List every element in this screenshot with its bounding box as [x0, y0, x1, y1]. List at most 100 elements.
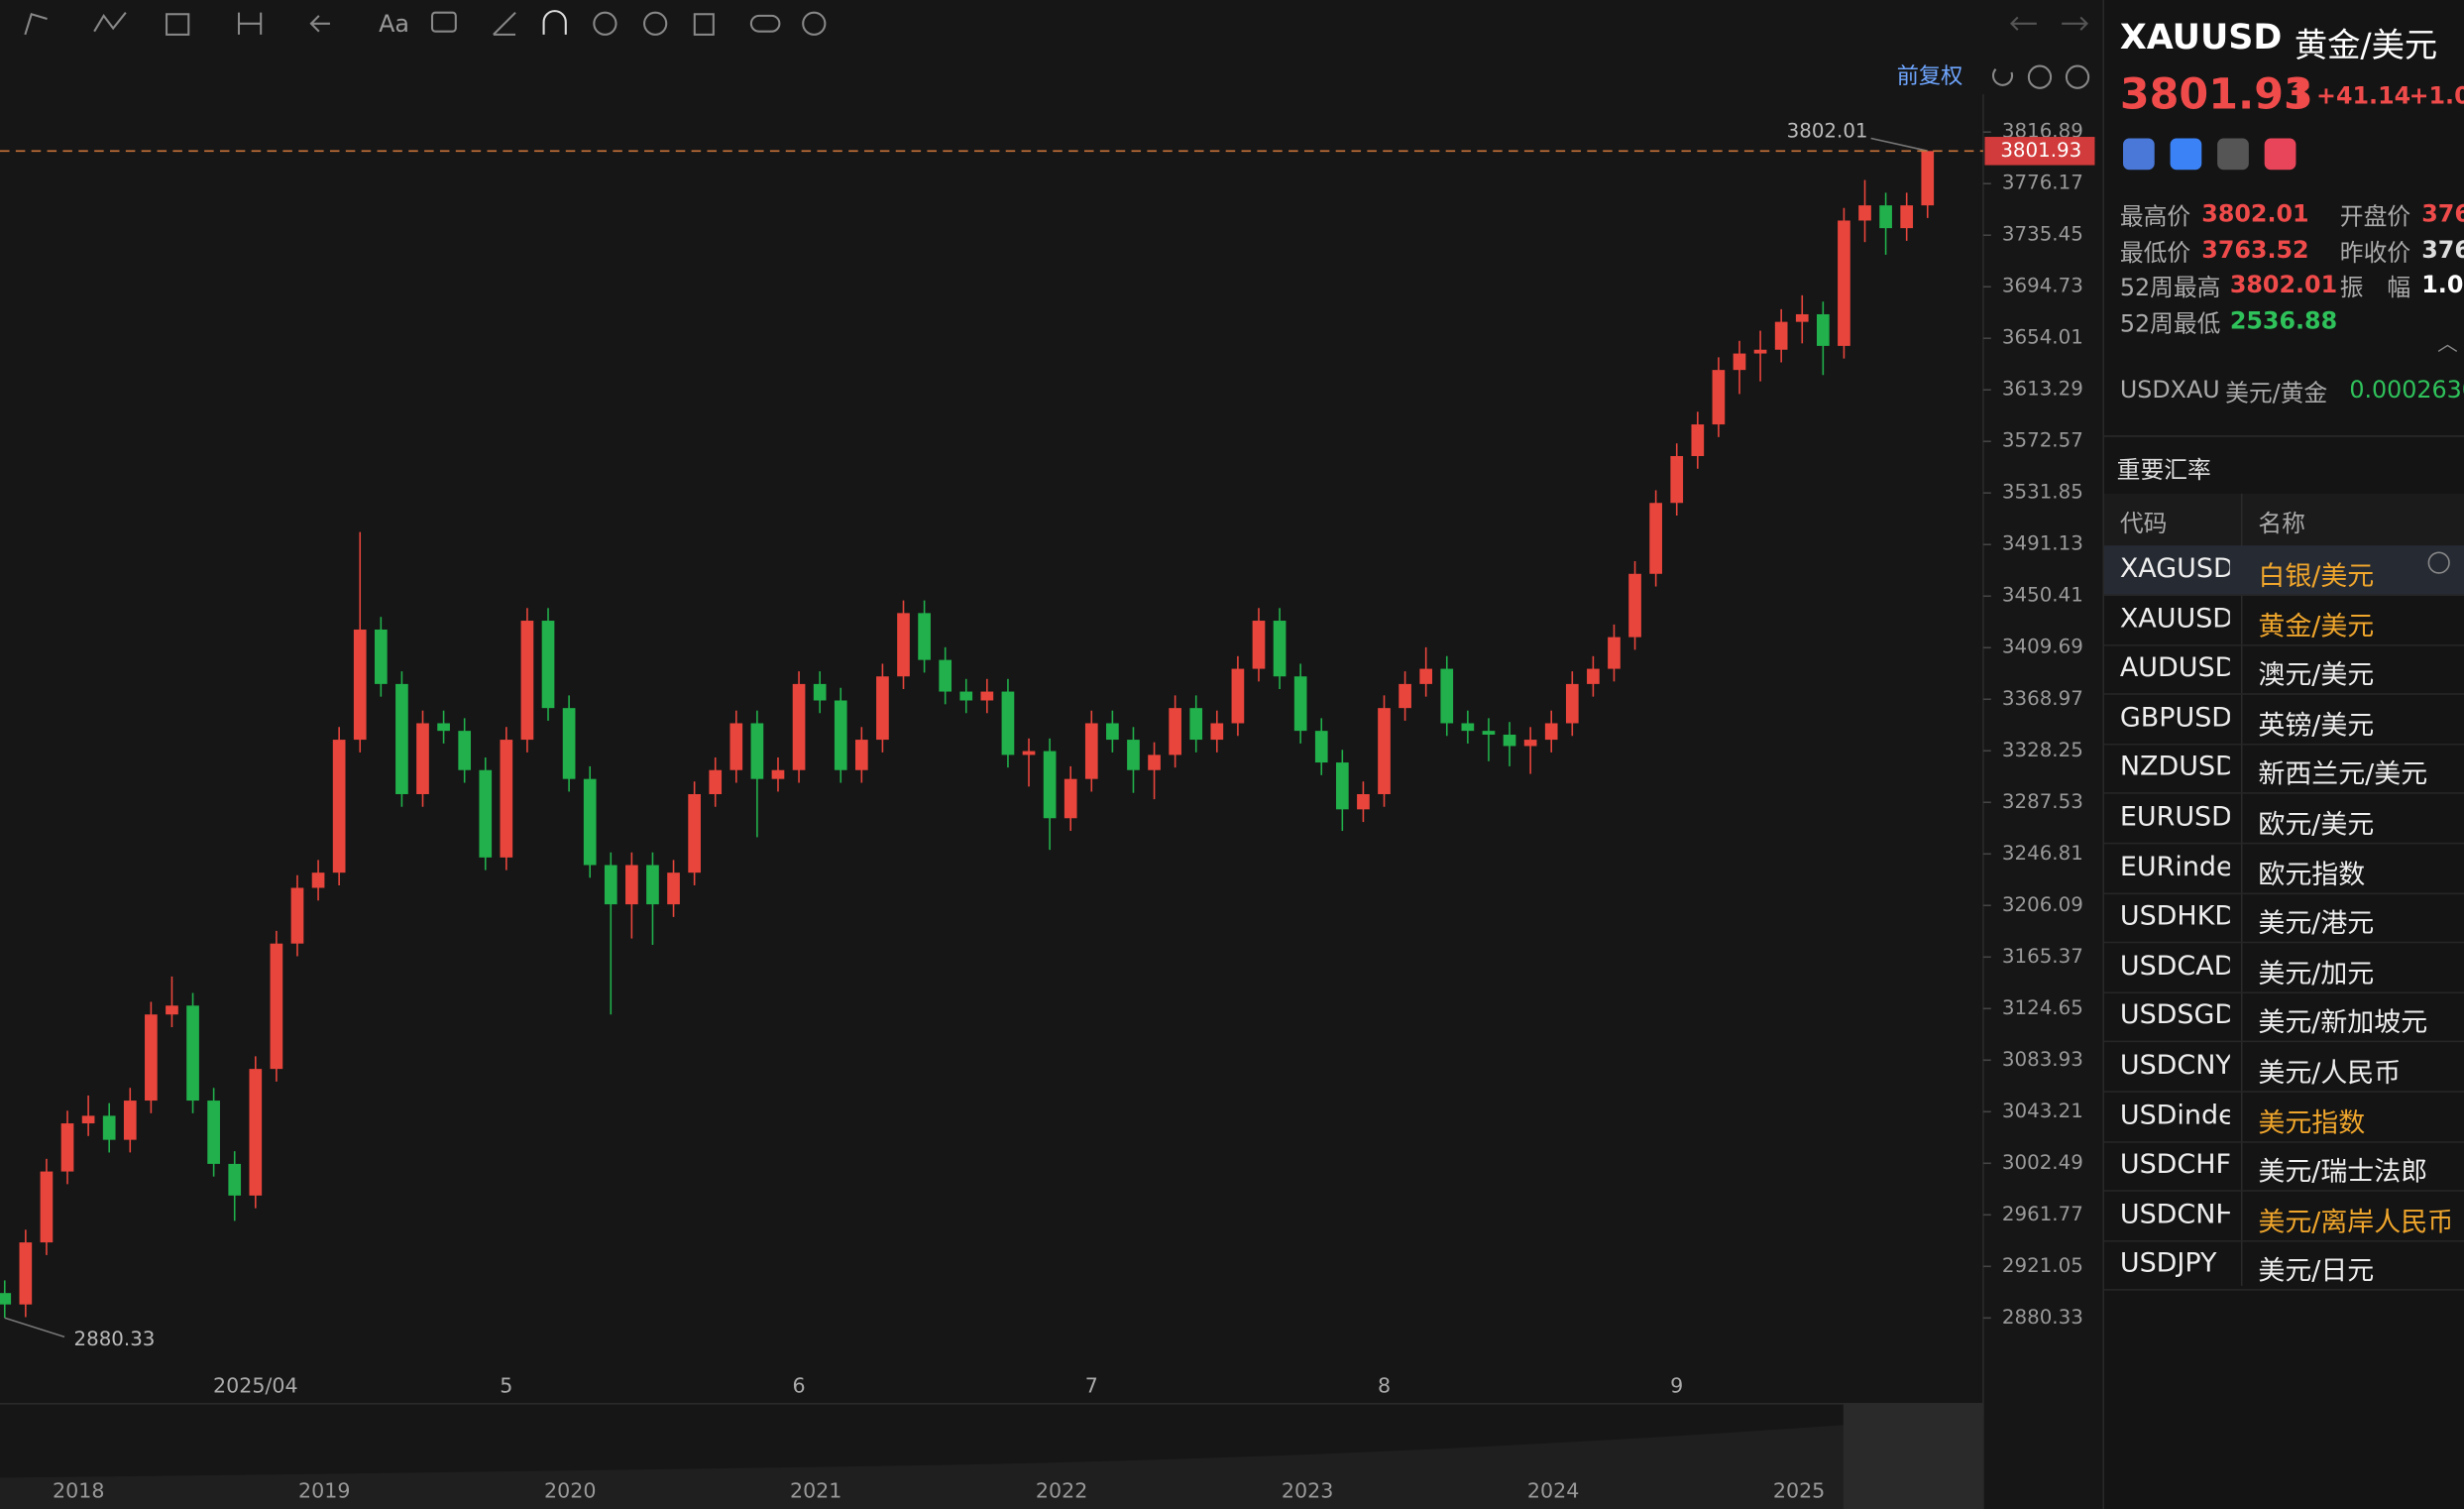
rate-code[interactable]: USDSGD	[2119, 999, 2230, 1032]
rate-name[interactable]: 美元/加元	[2258, 958, 2375, 990]
rate-name[interactable]: 英镑/美元	[2258, 710, 2375, 743]
rate-name[interactable]: 美元/离岸人民币	[2258, 1207, 2450, 1239]
rate-row[interactable]	[2103, 1141, 2464, 1193]
candle-body	[1649, 503, 1662, 574]
rate-row[interactable]	[2103, 745, 2464, 795]
candle-body	[1106, 723, 1119, 741]
rate-row[interactable]	[2103, 1042, 2464, 1093]
reset[interactable]	[1991, 68, 2014, 86]
stat-value: 3802.01	[2229, 270, 2338, 299]
adjust-label[interactable]: 前复权	[1897, 63, 1963, 89]
related-name[interactable]: 美元/黄金	[2225, 379, 2328, 407]
tool-icon[interactable]	[24, 12, 48, 36]
rate-row[interactable]	[2103, 943, 2464, 993]
collapse[interactable]: ︿	[2437, 333, 2458, 357]
rate-name[interactable]: 美元/瑞士法郎	[2258, 1157, 2428, 1189]
y-tick-label: 2921.05	[2002, 1254, 2083, 1277]
navigator-year: 2024	[1527, 1479, 1579, 1503]
candle-body	[918, 613, 931, 660]
tool-icon[interactable]	[493, 11, 516, 36]
divider	[2103, 435, 2464, 437]
rate-name[interactable]: 美元/人民币	[2258, 1058, 2402, 1090]
rate-code[interactable]: USDCNH	[2119, 1199, 2230, 1231]
navigator-window[interactable]	[1843, 1403, 1983, 1509]
rate-row[interactable]	[2103, 694, 2464, 746]
y-tick-label: 2880.33	[2002, 1306, 2083, 1329]
rate-row[interactable]	[2103, 545, 2464, 596]
rate-name[interactable]: 欧元指数	[2258, 859, 2366, 891]
rate-name[interactable]: 新西兰元/美元	[2258, 759, 2428, 792]
rate-name[interactable]: 黄金/美元	[2258, 611, 2375, 642]
related-value[interactable]: 0.0002630	[2349, 375, 2464, 405]
price: 3801.93	[2119, 70, 2313, 120]
tool-icon[interactable]	[693, 13, 715, 36]
rate-code[interactable]: GBPUSD	[2119, 702, 2230, 735]
navigator-year: 2019	[298, 1479, 350, 1503]
rate-code[interactable]: USDCAD	[2119, 950, 2230, 983]
watch-icon[interactable]	[2427, 551, 2450, 574]
rate-name[interactable]: 欧元/美元	[2258, 809, 2375, 842]
tool-icon[interactable]	[643, 11, 668, 36]
rate-code[interactable]: XAUUSD	[2119, 603, 2230, 635]
zoom-out[interactable]	[2027, 64, 2053, 89]
candle-body	[1314, 731, 1328, 763]
rate-code[interactable]: USDindex	[2119, 1100, 2230, 1131]
quote-icon[interactable]	[2217, 138, 2249, 171]
rate-name[interactable]: 美元/新加坡元	[2258, 1007, 2428, 1040]
rate-code[interactable]: USDHKD	[2119, 900, 2230, 933]
y-tick-label: 3124.65	[2002, 996, 2083, 1019]
rate-row[interactable]	[2103, 644, 2464, 696]
rate-code[interactable]: USDCNY	[2119, 1050, 2230, 1082]
rate-code[interactable]: NZDUSD	[2119, 752, 2230, 784]
rate-code[interactable]: XAGUSD	[2119, 553, 2230, 585]
candle-body	[1399, 683, 1411, 709]
rate-row[interactable]	[2103, 1092, 2464, 1143]
x-tick-label: 8	[1378, 1373, 1391, 1397]
tool-icon[interactable]	[166, 13, 190, 36]
rate-code[interactable]: USDCHF	[2119, 1149, 2230, 1182]
tool-icon[interactable]	[593, 11, 617, 36]
tool-icon[interactable]	[542, 10, 567, 35]
rate-code[interactable]: USDJPY	[2119, 1248, 2217, 1281]
candle-body	[541, 621, 555, 709]
y-tick-label: 3572.57	[2002, 429, 2083, 452]
candle-body	[374, 629, 388, 684]
y-tick-label: 3450.41	[2002, 584, 2083, 607]
tool-icon[interactable]	[802, 11, 827, 36]
quote-icon[interactable]	[2264, 138, 2296, 171]
rate-code[interactable]: EURindex	[2119, 851, 2230, 883]
rate-row[interactable]	[2103, 1241, 2464, 1292]
tool-icon[interactable]	[430, 11, 457, 33]
rate-name[interactable]: 美元/日元	[2258, 1256, 2375, 1289]
candle-body	[1858, 205, 1871, 221]
undo-redo[interactable]	[2009, 16, 2089, 31]
rate-name[interactable]: 美元/港元	[2258, 908, 2375, 941]
rate-row[interactable]	[2103, 844, 2464, 894]
rate-row[interactable]	[2103, 1191, 2464, 1242]
rate-row[interactable]	[2103, 595, 2464, 645]
zoom-in[interactable]	[2065, 64, 2090, 89]
rate-row[interactable]	[2103, 794, 2464, 845]
rate-name[interactable]: 白银/美元	[2258, 561, 2375, 593]
rate-name[interactable]: 美元指数	[2258, 1107, 2366, 1139]
x-tick-label: 7	[1085, 1373, 1098, 1397]
tool-icon[interactable]	[237, 12, 263, 35]
rate-name[interactable]: 澳元/美元	[2258, 660, 2375, 692]
tool-icon[interactable]	[309, 15, 330, 33]
rate-code[interactable]: EURUSD	[2119, 801, 2230, 834]
rate-row[interactable]	[2103, 992, 2464, 1043]
quote-icon[interactable]	[2170, 138, 2202, 171]
font-tool[interactable]: Aa	[379, 10, 409, 38]
quote-icon[interactable]	[2123, 138, 2155, 171]
candle-body	[688, 793, 701, 873]
related-code[interactable]: USDXAU	[2119, 375, 2220, 405]
y-tick-label: 3043.21	[2002, 1100, 2083, 1122]
rate-code[interactable]: AUDUSD	[2119, 652, 2230, 684]
candle-body	[980, 691, 994, 701]
candle-body	[1084, 723, 1098, 779]
rate-row[interactable]	[2103, 893, 2464, 944]
candle-body	[1838, 220, 1850, 346]
candle-body	[123, 1101, 137, 1140]
tool-icon[interactable]	[93, 12, 127, 33]
tool-icon[interactable]	[749, 14, 781, 33]
